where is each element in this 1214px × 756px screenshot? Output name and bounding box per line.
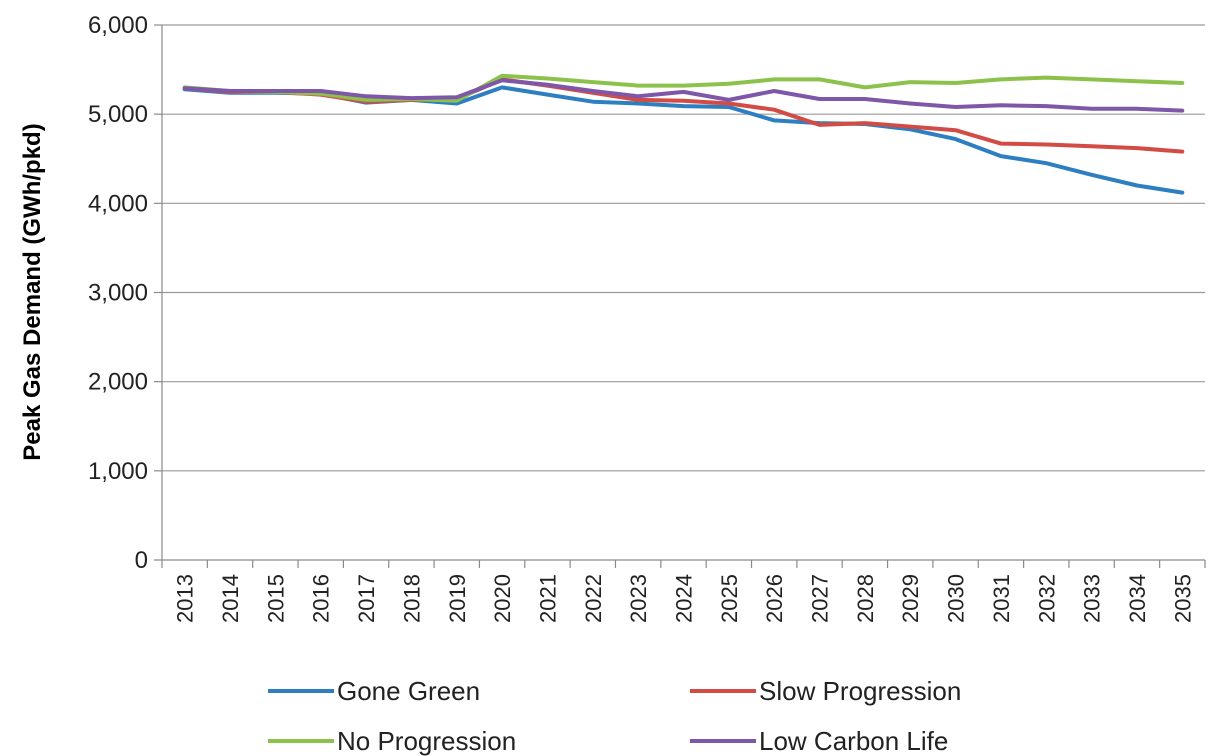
x-tick-label: 2020 [490,574,515,623]
y-tick-label: 5,000 [88,101,148,128]
x-tick-label: 2034 [1125,574,1150,623]
x-tick-label: 2028 [853,574,878,623]
y-axis-label: Peak Gas Demand (GWh/pkd) [19,123,46,460]
x-tick-label: 2014 [218,574,243,623]
legend: Gone Green Slow Progression No Progression… [268,676,961,756]
series-line-gone-green [182,85,1185,195]
series-line-no-progression [182,73,1185,103]
x-tick-label: 2018 [399,574,424,623]
x-tick-label: 2030 [944,574,969,623]
series-line-low-carbon-life [182,78,1185,113]
x-tick-label: 2021 [535,574,560,623]
legend-label: Low Carbon Life [759,726,948,756]
gridlines [154,24,1205,561]
x-tick-label: 2022 [581,574,606,623]
x-tick-label: 2026 [762,574,787,623]
x-tick-label: 2019 [445,574,470,623]
legend-label: Gone Green [337,676,480,706]
x-tick-labels: 2013 2014 2015 2016 2017 2018 2019 2020 2021 2022… [173,574,1196,623]
x-tick-label: 2025 [717,574,742,623]
legend-item: No Progression [268,726,516,756]
legend-label: Slow Progression [759,676,961,706]
x-tick-label: 2033 [1080,574,1105,623]
x-tick-label: 2017 [354,574,379,623]
x-tick-label: 2015 [263,574,288,623]
x-tick-label: 2016 [309,574,334,623]
y-tick-label: 6,000 [88,12,148,39]
axes [161,25,1206,568]
x-tick-label: 2032 [1034,574,1059,623]
x-tick-label: 2013 [173,574,198,623]
x-tick-label: 2023 [626,574,651,623]
legend-item: Low Carbon Life [690,726,948,756]
x-tick-label: 2035 [1170,574,1195,623]
legend-label: No Progression [337,726,516,756]
y-tick-label: 4,000 [88,190,148,217]
x-tick-label: 2029 [898,574,923,623]
y-tick-label: 3,000 [88,280,148,307]
y-tick-label: 1,000 [88,458,148,485]
legend-item: Gone Green [268,676,480,706]
x-tick-label: 2024 [672,574,697,623]
x-tick-label: 2031 [989,574,1014,623]
legend-item: Slow Progression [690,676,961,706]
y-tick-labels: 0 1,000 2,000 3,000 4,000 5,000 6,000 [88,12,148,574]
y-tick-label: 0 [135,547,148,574]
x-tick-label: 2027 [808,574,833,623]
y-tick-label: 2,000 [88,369,148,396]
series-lines [182,73,1185,195]
